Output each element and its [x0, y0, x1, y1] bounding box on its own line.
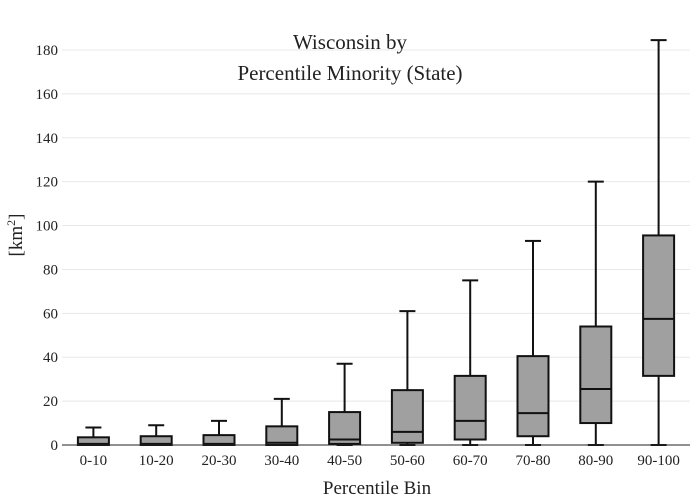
chart-title-line-1: Wisconsin by — [293, 30, 408, 54]
x-tick-label-10-20: 10-20 — [139, 453, 174, 469]
y-axis-label-base: [km — [6, 226, 27, 257]
box-70-80 — [516, 239, 550, 446]
box-30-40 — [265, 397, 299, 447]
y-tick-label-100: 100 — [36, 219, 59, 235]
iqr-box-80-90 — [579, 325, 613, 425]
box-40-50 — [328, 362, 362, 446]
box-60-70 — [453, 279, 487, 446]
box-50-60 — [390, 310, 424, 446]
iqr-box-70-80 — [516, 355, 550, 438]
x-tick-label-80-90: 80-90 — [578, 453, 613, 469]
y-tick-label-20: 20 — [43, 394, 58, 410]
x-tick-label-0-10: 0-10 — [80, 453, 108, 469]
box-90-100 — [642, 39, 676, 446]
y-tick-label-140: 140 — [36, 131, 59, 147]
y-tick-label-0: 0 — [51, 438, 59, 454]
x-tick-label-20-30: 20-30 — [202, 453, 237, 469]
y-axis-label-close: ] — [6, 214, 27, 220]
x-axis-label: Percentile Bin — [323, 478, 432, 499]
x-tick-label-90-100: 90-100 — [637, 453, 680, 469]
svg-text:[km2]: [km2] — [4, 214, 27, 257]
x-tick-label-30-40: 30-40 — [264, 453, 299, 469]
x-tick-label-70-80: 70-80 — [516, 453, 551, 469]
box-80-90 — [579, 180, 613, 446]
y-axis-label: [km2] — [4, 214, 27, 257]
x-tick-label-60-70: 60-70 — [453, 453, 488, 469]
box-20-30 — [202, 419, 236, 446]
iqr-box-60-70 — [453, 374, 487, 441]
y-tick-label-80: 80 — [43, 262, 58, 278]
y-tick-label-120: 120 — [36, 175, 59, 191]
tick-labels: 0 20 40 60 80 100 120 140 160 180 0-10 10-20 20-30 30… — [36, 43, 680, 469]
y-tick-label-60: 60 — [43, 306, 58, 322]
chart-title-line-2: Percentile Minority (State) — [237, 61, 462, 85]
y-tick-label-180: 180 — [36, 43, 59, 59]
box-0-10 — [76, 426, 110, 447]
y-axis-label-superscript: 2 — [4, 220, 18, 226]
iqr-box-50-60 — [390, 389, 424, 444]
boxes — [76, 39, 676, 447]
x-tick-label-40-50: 40-50 — [327, 453, 362, 469]
y-tick-label-160: 160 — [36, 87, 59, 103]
box-10-20 — [139, 424, 173, 447]
x-tick-label-50-60: 50-60 — [390, 453, 425, 469]
iqr-box-90-100 — [642, 234, 676, 377]
y-tick-label-40: 40 — [43, 350, 58, 366]
gridlines — [62, 49, 690, 402]
